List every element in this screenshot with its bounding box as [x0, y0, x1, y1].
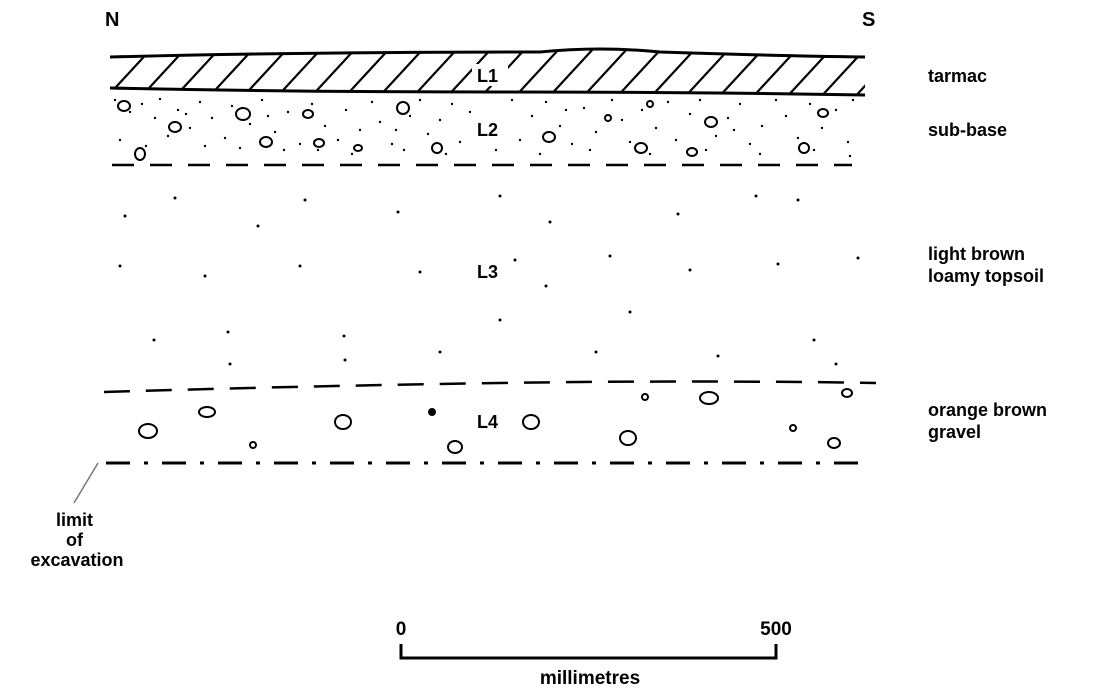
topsoil-description-line-1: light brown [928, 244, 1025, 264]
scale-unit-label: millimetres [540, 668, 640, 689]
gravel-description-line-1: orange brown [928, 400, 1047, 420]
topsoil-description-line-2: loamy topsoil [928, 266, 1044, 286]
layer-id-l3: L3 [477, 262, 498, 282]
limit-label-line-2: of [66, 530, 84, 550]
tarmac-description: tarmac [928, 66, 987, 86]
south-label: S [862, 9, 875, 31]
north-label: N [105, 9, 119, 31]
topsoil-description: light brown loamy topsoil [928, 244, 1044, 286]
gravel-description-line-2: gravel [928, 422, 981, 442]
topsoil-layer [118, 194, 860, 366]
scale-start-label: 0 [396, 619, 407, 640]
gravel-description: orange brown gravel [928, 400, 1052, 442]
layer-id-l2: L2 [477, 120, 498, 140]
sub-base-layer [113, 97, 855, 161]
layer-id-l4: L4 [477, 412, 498, 432]
boundary-l3-l4 [103, 380, 877, 394]
scale-bar-line [399, 644, 778, 660]
sub-base-description: sub-base [928, 120, 1007, 140]
scale-bar: 0 500 millimetres [396, 619, 792, 689]
tarmac-layer [109, 47, 866, 97]
limit-label-line-1: limit [56, 510, 93, 530]
layer-id-l1: L1 [477, 66, 498, 86]
limit-leader-line [73, 462, 99, 504]
gravel-layer [138, 388, 853, 454]
limit-label: limit of excavation [30, 510, 123, 570]
limit-label-line-3: excavation [30, 550, 123, 570]
scale-end-label: 500 [760, 619, 792, 640]
